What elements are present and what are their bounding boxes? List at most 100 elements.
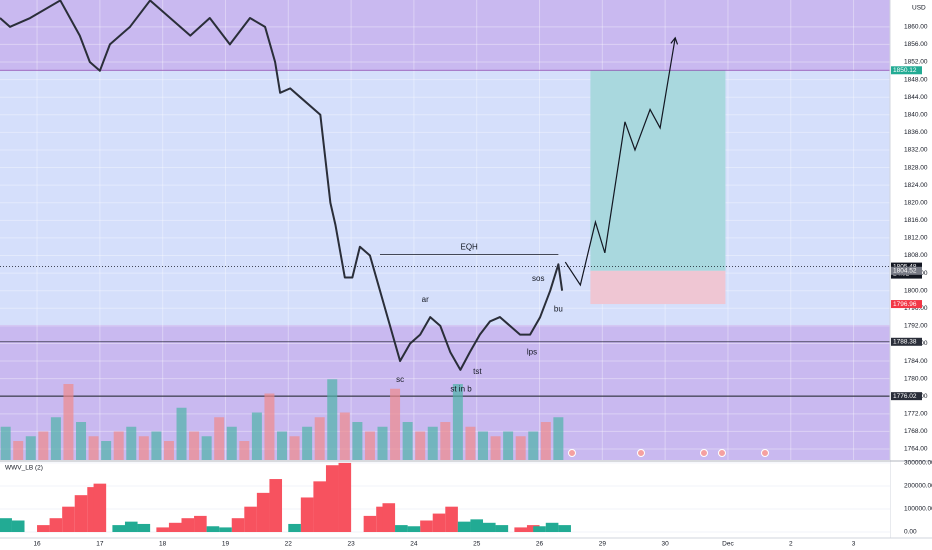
indicator-bar bbox=[313, 481, 326, 533]
y-tick-label: 1824.00 bbox=[904, 182, 928, 189]
volume-bar bbox=[339, 412, 350, 460]
volume-bar bbox=[76, 422, 87, 460]
annotation: tst bbox=[473, 367, 482, 376]
volume-bar bbox=[126, 426, 137, 460]
indicator-bar bbox=[124, 521, 138, 533]
indicator-bar bbox=[156, 527, 169, 533]
price-label-bg bbox=[891, 66, 922, 75]
volume-bar bbox=[38, 431, 49, 460]
volume-bar bbox=[214, 417, 225, 460]
volume-bar bbox=[50, 417, 61, 460]
profit-zone bbox=[590, 70, 726, 271]
y-tick-label: 1808.00 bbox=[904, 252, 928, 259]
y-tick-label: 1784.00 bbox=[904, 358, 928, 365]
annotation: sos bbox=[532, 274, 544, 283]
y-tick-label: 1852.00 bbox=[904, 59, 928, 66]
x-tick-label: 18 bbox=[159, 541, 167, 548]
volume-bar bbox=[201, 436, 212, 460]
price-label: 1796.96 bbox=[893, 301, 917, 308]
event-icon[interactable] bbox=[637, 449, 645, 457]
price-label: 1776.02 bbox=[893, 393, 917, 400]
indicator-bar bbox=[219, 527, 232, 533]
volume-bar bbox=[377, 426, 388, 460]
loss-zone bbox=[590, 270, 726, 305]
y-tick-label: 1792.00 bbox=[904, 323, 928, 330]
event-icon[interactable] bbox=[718, 449, 726, 457]
indicator-bar bbox=[256, 492, 270, 533]
y-tick-label: 1800.00 bbox=[904, 287, 928, 294]
indicator-bar bbox=[62, 506, 75, 533]
volume-bar bbox=[427, 426, 438, 460]
volume-bar bbox=[465, 426, 476, 460]
price-label: 1850.12 bbox=[893, 67, 917, 74]
y-tick-label: 1820.00 bbox=[904, 199, 928, 206]
volume-bar bbox=[402, 422, 413, 460]
indicator-bar bbox=[445, 506, 458, 533]
volume-bar bbox=[440, 422, 451, 460]
x-tick-label: Dec bbox=[722, 541, 734, 548]
x-tick-label: 17 bbox=[96, 541, 104, 548]
volume-bar bbox=[101, 441, 112, 460]
volume-bar bbox=[302, 426, 313, 460]
volume-bar bbox=[289, 436, 300, 460]
price-label-bg bbox=[891, 266, 922, 275]
price-label: 1788.38 bbox=[893, 339, 917, 346]
y-tick-label: 1812.00 bbox=[904, 235, 928, 242]
volume-bar bbox=[189, 431, 200, 460]
x-tick-label: 19 bbox=[222, 541, 230, 548]
volume-bar bbox=[540, 422, 551, 460]
indicator-bar bbox=[269, 479, 283, 533]
volume-bar bbox=[163, 441, 174, 460]
volume-bar bbox=[415, 431, 426, 460]
event-icon[interactable] bbox=[761, 449, 769, 457]
y-tick-label: 1832.00 bbox=[904, 147, 928, 154]
event-icon[interactable] bbox=[700, 449, 708, 457]
indicator-bar bbox=[74, 495, 88, 533]
event-icon[interactable] bbox=[568, 449, 576, 457]
indicator-bar bbox=[11, 520, 25, 533]
indicator-bar bbox=[206, 526, 220, 533]
indicator-bar bbox=[181, 518, 195, 533]
volume-bar bbox=[277, 431, 288, 460]
indicator-bar bbox=[482, 522, 496, 533]
indicator-bar bbox=[533, 526, 546, 533]
price-label: 1804.52 bbox=[893, 268, 917, 275]
event-icons bbox=[568, 449, 769, 457]
annotation: bu bbox=[554, 304, 563, 313]
volume-bar bbox=[63, 384, 74, 460]
x-tick-label: 23 bbox=[347, 541, 355, 548]
indicator-bar bbox=[514, 527, 527, 533]
projection-line bbox=[564, 37, 676, 287]
indicator-bar bbox=[363, 515, 377, 533]
volume-bar bbox=[503, 431, 514, 460]
price-label-bg bbox=[891, 337, 922, 346]
y-tick-label: 1780.00 bbox=[904, 375, 928, 382]
x-tick-label: 30 bbox=[662, 541, 670, 548]
volume-bar bbox=[390, 388, 401, 460]
arrow-head bbox=[670, 36, 679, 45]
indicator-bar bbox=[420, 520, 433, 533]
x-tick-label: 2 bbox=[789, 541, 793, 548]
volume-bar bbox=[25, 436, 36, 460]
volume-bar bbox=[239, 441, 250, 460]
y-tick-label: 1816.00 bbox=[904, 217, 928, 224]
y-tick-label: 100000.00 bbox=[904, 506, 932, 513]
volume-bar bbox=[138, 436, 149, 460]
indicator-bar bbox=[395, 525, 408, 533]
x-tick-label: 26 bbox=[536, 541, 544, 548]
y-tick-label: 1772.00 bbox=[904, 411, 928, 418]
indicator-bar bbox=[300, 497, 314, 533]
indicator-bar bbox=[93, 483, 107, 533]
volume-bar bbox=[528, 431, 539, 460]
annotation: lps bbox=[527, 347, 537, 356]
volume-bar bbox=[515, 436, 526, 460]
zone bbox=[0, 0, 890, 71]
indicator-bar bbox=[325, 465, 339, 533]
annotation: sc bbox=[396, 375, 404, 384]
x-tick-label: 29 bbox=[599, 541, 607, 548]
y-tick-label: 1844.00 bbox=[904, 94, 928, 101]
indicator-bar bbox=[231, 518, 245, 533]
x-tick-label: 16 bbox=[33, 541, 41, 548]
